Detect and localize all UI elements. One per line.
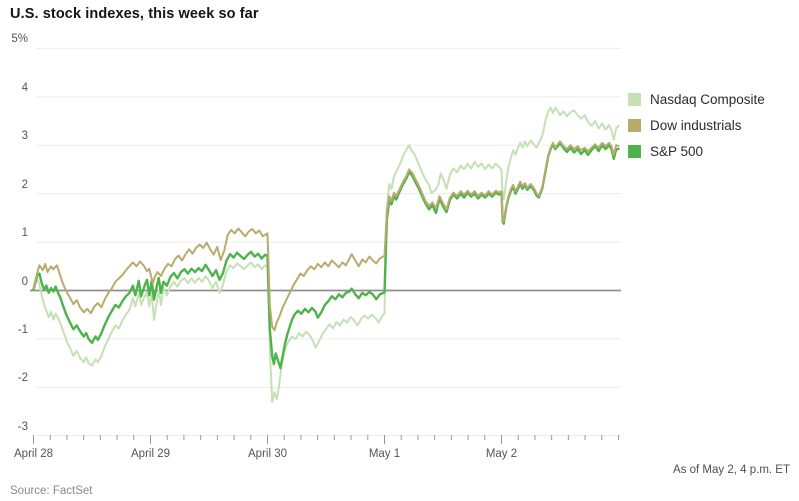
x-axis-label: April 28 bbox=[14, 448, 53, 460]
y-axis-label: -1 bbox=[17, 323, 28, 336]
y-axis-label: 5% bbox=[11, 33, 28, 46]
y-axis-label: 2 bbox=[21, 178, 28, 191]
legend-label: Dow industrials bbox=[650, 118, 742, 133]
series-line-dow-industrials bbox=[32, 140, 620, 332]
y-axis-label: -2 bbox=[17, 372, 28, 385]
y-axis-label: 1 bbox=[21, 227, 28, 240]
legend-item-dow: Dow industrials bbox=[628, 118, 765, 133]
dow-swatch-icon bbox=[628, 119, 641, 132]
sp500-swatch-icon bbox=[628, 145, 641, 158]
as-of-timestamp: As of May 2, 4 p.m. ET bbox=[673, 464, 790, 476]
source-credit: Source: FactSet bbox=[10, 485, 93, 497]
series-line-nasdaq-composite bbox=[32, 106, 620, 403]
legend: Nasdaq Composite Dow industrials S&P 500 bbox=[628, 92, 765, 170]
series-line-s-p-500 bbox=[32, 142, 620, 370]
y-axis-label: 0 bbox=[21, 275, 28, 288]
nasdaq-swatch-icon bbox=[628, 93, 641, 106]
legend-label: S&P 500 bbox=[650, 144, 704, 159]
x-axis-label: April 29 bbox=[131, 448, 170, 460]
y-axis-label: 3 bbox=[21, 130, 28, 143]
x-axis-label: April 30 bbox=[248, 448, 287, 460]
chart-title: U.S. stock indexes, this week so far bbox=[10, 6, 259, 22]
legend-item-sp500: S&P 500 bbox=[628, 144, 765, 159]
legend-label: Nasdaq Composite bbox=[650, 92, 765, 107]
y-axis-label: 4 bbox=[21, 81, 28, 94]
legend-item-nasdaq: Nasdaq Composite bbox=[628, 92, 765, 107]
y-axis-label: -3 bbox=[17, 420, 28, 433]
x-axis-label: May 1 bbox=[368, 448, 401, 460]
x-axis-label: May 2 bbox=[485, 448, 518, 460]
